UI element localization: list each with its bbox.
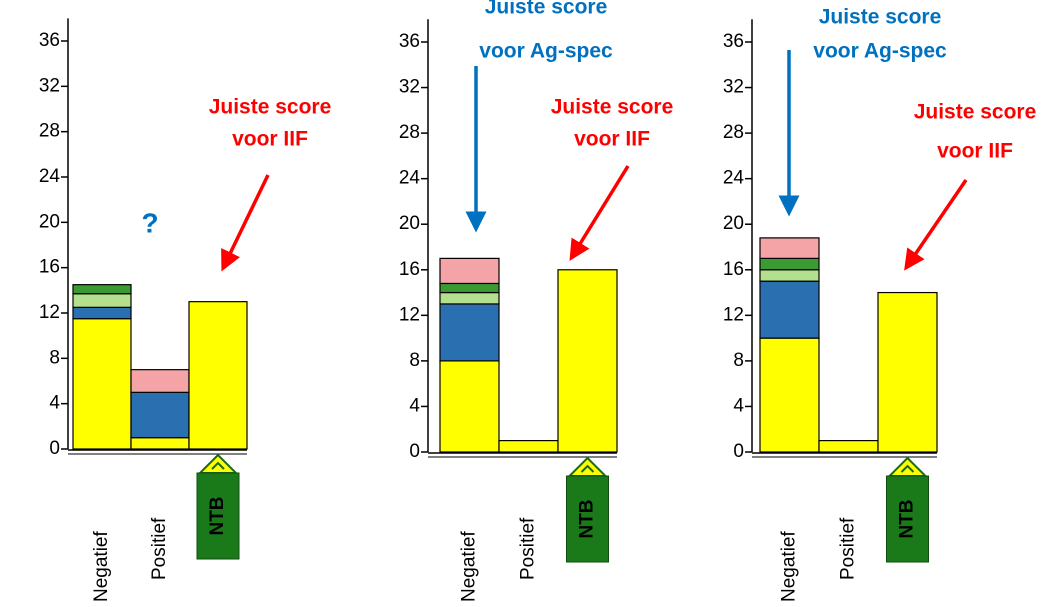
- y-tick-label: 0: [409, 441, 420, 462]
- bar-segment: [130, 437, 190, 450]
- y-tick-label: 20: [39, 211, 60, 232]
- y-tick-label: 16: [723, 259, 744, 280]
- y-tick-label: 28: [399, 122, 420, 143]
- annotation-text: Juiste score: [209, 96, 332, 119]
- y-tick-label: 12: [399, 304, 420, 325]
- chart-panel: 0 4 8 12 16 20 24 28 32 36 Negatief Positief NTB Juis…: [399, 0, 673, 602]
- bar-segment: [188, 301, 248, 450]
- category-label: Negatief: [459, 531, 480, 602]
- y-tick-label: 32: [399, 77, 420, 98]
- highlight-pointer-inner: [580, 464, 595, 473]
- y-tick-label: 0: [49, 438, 60, 459]
- category-label: Negatief: [779, 531, 800, 602]
- bar-segment: [72, 318, 132, 450]
- bar-segment: [759, 237, 820, 259]
- bar-segment: [439, 257, 500, 285]
- bar-segment: [130, 391, 190, 439]
- y-tick-label: 24: [399, 168, 421, 189]
- highlight-box: [886, 475, 929, 563]
- annotation-text: voor IIF: [574, 128, 650, 151]
- annotation-text: Juiste score: [914, 101, 1037, 124]
- category-label: NTB: [577, 499, 598, 538]
- y-tick-label: 8: [733, 350, 744, 371]
- annotation-arrow: [221, 174, 270, 272]
- y-tick-label: 8: [49, 347, 60, 368]
- y-tick-label: 12: [723, 304, 744, 325]
- annotation-arrow: [569, 165, 630, 261]
- annotation-arrow: [904, 179, 968, 271]
- bar-segment: [759, 269, 820, 282]
- annotation-text: voor Ag-spec: [813, 40, 947, 63]
- bar-segment: [557, 269, 618, 453]
- highlight-box: [566, 475, 609, 563]
- bar-segment: [759, 280, 820, 339]
- y-tick-label: 32: [39, 75, 60, 96]
- y-tick-label: 12: [39, 302, 60, 323]
- bar-segment: [130, 369, 190, 393]
- category-label: NTB: [207, 496, 228, 535]
- bar-segment: [759, 257, 820, 271]
- highlight-box: [196, 472, 240, 560]
- y-tick-label: 8: [409, 350, 420, 371]
- category-label: Positief: [838, 517, 859, 580]
- y-tick-label: 0: [733, 441, 744, 462]
- y-tick-label: 20: [723, 213, 744, 234]
- y-tick-label: 36: [39, 30, 60, 51]
- bar-segment: [72, 293, 132, 308]
- y-tick-label: 16: [399, 259, 420, 280]
- category-label: Positief: [518, 517, 539, 580]
- highlight-pointer-inner: [900, 464, 915, 473]
- bar-segment: [877, 291, 938, 453]
- annotation-text: voor Ag-spec: [479, 40, 613, 63]
- bar-segment: [759, 337, 820, 453]
- annotation-text: Juiste score: [819, 6, 942, 29]
- bar-segment: [72, 306, 132, 320]
- y-tick-label: 24: [723, 168, 745, 189]
- y-tick-label: 28: [723, 122, 744, 143]
- category-label: Negatief: [91, 531, 112, 602]
- bar-segment: [498, 440, 559, 453]
- bar-segment: [439, 360, 500, 453]
- annotation-text: voor IIF: [232, 128, 308, 151]
- y-tick-label: 36: [399, 31, 420, 52]
- bar-segment: [72, 284, 132, 295]
- y-tick-label: 4: [49, 393, 60, 414]
- annotation-text: Juiste score: [551, 96, 674, 119]
- y-tick-label: 32: [723, 77, 744, 98]
- annotation-text: ?: [141, 207, 158, 238]
- y-tick-label: 24: [39, 166, 61, 187]
- chart-panel: 0 4 8 12 16 20 24 28 32 36 Negatief Positief NTB Juis…: [723, 6, 1036, 602]
- y-tick-label: 20: [399, 213, 420, 234]
- y-tick-label: 4: [409, 395, 420, 416]
- y-tick-label: 28: [39, 121, 60, 142]
- bar-segment: [439, 282, 500, 294]
- highlight-pointer-inner: [211, 461, 225, 470]
- bar-segment: [439, 291, 500, 305]
- y-tick-label: 16: [39, 257, 60, 278]
- y-tick-label: 4: [733, 395, 744, 416]
- annotation-text: voor IIF: [937, 140, 1013, 163]
- bar-segment: [439, 303, 500, 362]
- chart-panel: 0 4 8 12 16 20 24 28 32 36 Negatief Positief NTB? Jui…: [39, 18, 331, 602]
- annotation-text: Juiste score: [485, 0, 608, 19]
- category-label: NTB: [897, 499, 918, 538]
- category-label: Positief: [149, 517, 170, 580]
- bar-segment: [818, 440, 879, 453]
- y-tick-label: 36: [723, 31, 744, 52]
